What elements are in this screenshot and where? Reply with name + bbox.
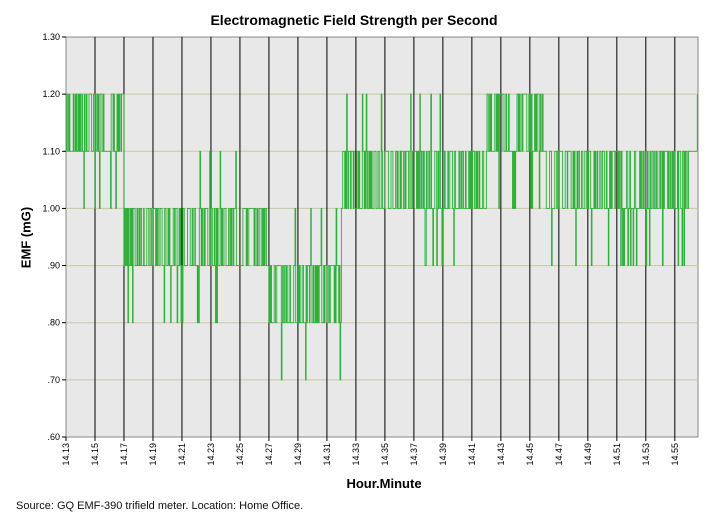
x-tick-label: 14.41 bbox=[467, 443, 477, 466]
x-tick-label: 14.17 bbox=[119, 443, 129, 466]
x-tick-label: 14.51 bbox=[612, 443, 622, 466]
x-tick-label: 14.47 bbox=[554, 443, 564, 466]
x-tick-label: 14.55 bbox=[670, 443, 680, 466]
y-axis-label-text: EMF (mG) bbox=[18, 206, 34, 269]
emf-series-line bbox=[66, 93, 698, 381]
x-tick-label: 14.29 bbox=[293, 443, 303, 466]
x-tick-label: 14.37 bbox=[409, 443, 419, 466]
source-note: Source: GQ EMF-390 trifield meter. Locat… bbox=[16, 500, 304, 512]
x-tick-label: 14.15 bbox=[90, 443, 100, 466]
chart-title: Electromagnetic Field Strength per Secon… bbox=[210, 12, 498, 28]
x-tick-label: 14.45 bbox=[525, 443, 535, 466]
y-tick-label: 1.10 bbox=[42, 146, 60, 156]
y-tick-label: .90 bbox=[47, 261, 60, 271]
y-tick-label: .70 bbox=[47, 375, 60, 385]
x-tick-label: 14.39 bbox=[438, 443, 448, 466]
x-tick-label: 14.31 bbox=[322, 443, 332, 466]
y-tick-label: 1.20 bbox=[42, 89, 60, 99]
x-axis-label: Hour.Minute bbox=[346, 476, 422, 491]
x-tick-label: 14.13 bbox=[61, 443, 71, 466]
x-tick-label: 14.25 bbox=[235, 443, 245, 466]
y-tick-label: 1.00 bbox=[42, 203, 60, 213]
x-tick-label: 14.49 bbox=[583, 443, 593, 466]
y-tick-label: .80 bbox=[47, 318, 60, 328]
y-tick-label: 1.30 bbox=[42, 32, 60, 42]
x-tick-label: 14.19 bbox=[148, 443, 158, 466]
x-tick-label: 14.23 bbox=[206, 443, 216, 466]
x-tick-label: 14.53 bbox=[641, 443, 651, 466]
x-tick-label: 14.21 bbox=[177, 443, 187, 466]
x-tick-label: 14.33 bbox=[351, 443, 361, 466]
x-tick-label: 14.27 bbox=[264, 443, 274, 466]
y-tick-label: .60 bbox=[47, 432, 60, 442]
x-tick-label: 14.35 bbox=[380, 443, 390, 466]
x-tick-label: 14.43 bbox=[496, 443, 506, 466]
